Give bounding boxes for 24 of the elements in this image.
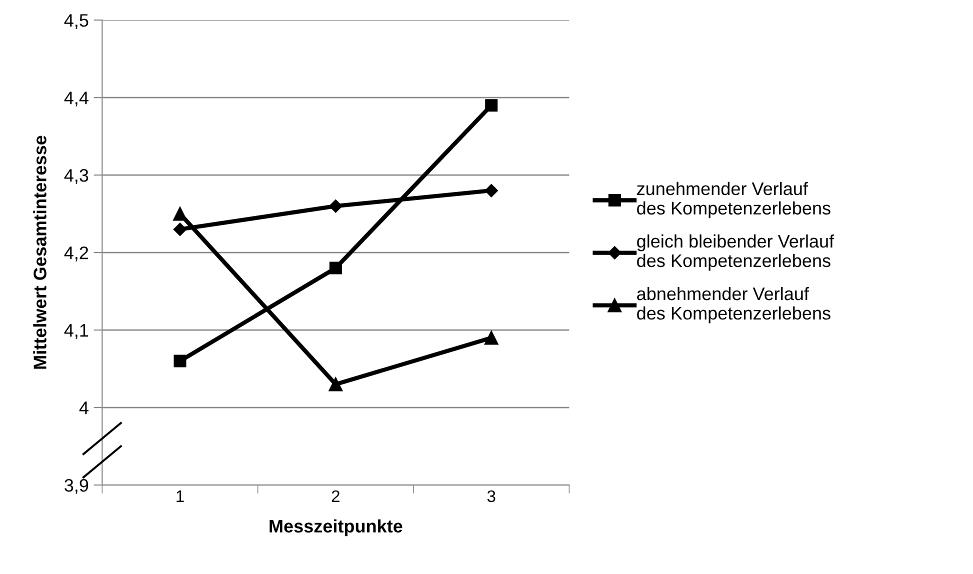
point [485,99,498,112]
point [329,262,342,274]
x-tick-label: 3 [487,490,496,502]
y-tick-label: 4 [79,402,88,414]
legend-label: gleich bleibender Verlauf des Kompetenzerlebens [637,234,834,271]
point [173,206,187,221]
point [174,354,186,368]
y-tick-label: 3,9 [64,478,88,494]
y-tick-label: 4,2 [64,246,88,262]
legend-label: abnehmender Verlauf des Kompetenzerlebens [637,286,830,324]
point [484,330,498,345]
y-axis-title: Mittelwert Gesamtinteresse [33,136,46,369]
x-axis-title: Messzeitpunkte [270,519,402,536]
y-tick-label: 4,3 [64,169,88,184]
y-tick-label: 4,5 [64,14,88,29]
y-tick-label: 4,1 [64,324,88,339]
legend-label: zunehmender Verlauf des Kompetenzerlebens [637,182,830,218]
point [329,199,342,213]
y-tick-label: 4,4 [64,92,88,106]
point [484,184,498,198]
point [328,377,343,392]
x-tick-label: 1 [176,490,184,502]
point [173,222,187,236]
x-tick-label: 2 [332,490,340,502]
